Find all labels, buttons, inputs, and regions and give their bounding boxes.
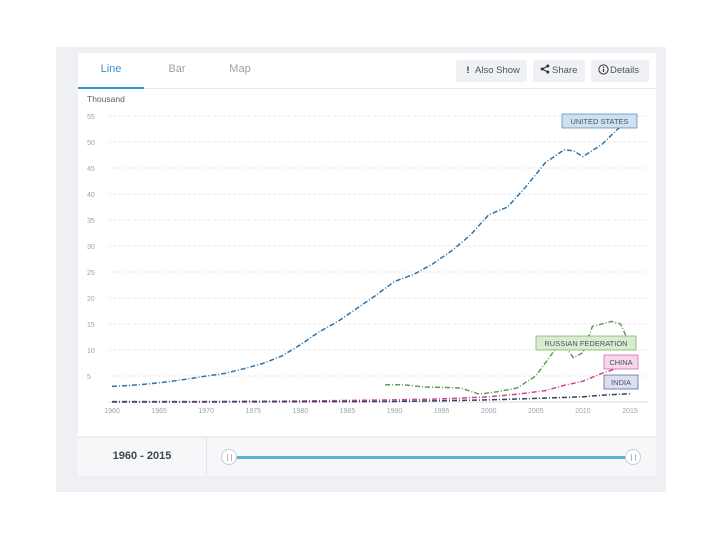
y-tick-label: 50: [87, 140, 95, 147]
share-label: Share: [552, 65, 578, 76]
y-tick-labels: 5 10 15 20 25 30 35 40 45 50 55: [87, 114, 95, 381]
y-tick-label: 40: [87, 192, 95, 199]
series-label-russian-federation: RUSSIAN FEDERATION: [535, 335, 637, 351]
series-label-box: [561, 113, 638, 129]
details-label: Details: [610, 65, 640, 76]
series-labels: UNITED STATES RUSSIAN FEDERATION CHINA INDI…: [535, 113, 639, 390]
series-line-india: [112, 392, 631, 403]
x-tick-label: 2010: [575, 408, 591, 415]
share-button[interactable]: Share: [533, 60, 585, 82]
share-icon: [538, 60, 552, 82]
x-tick-label: 2015: [622, 408, 638, 415]
details-button[interactable]: Details: [591, 60, 649, 82]
y-tick-label: 30: [87, 244, 95, 251]
x-tick-label: 1990: [387, 408, 403, 415]
x-tick-label: 2000: [481, 408, 497, 415]
series-label-united-states: UNITED STATES: [561, 113, 638, 129]
date-range-label: 1960 - 2015: [78, 437, 207, 475]
y-tick-label: 55: [87, 114, 95, 121]
y-tick-label: 25: [87, 270, 95, 277]
series-label-text: RUSSIAN FEDERATION: [544, 339, 627, 348]
tab-line[interactable]: Line: [78, 53, 144, 89]
y-tick-label: 5: [87, 374, 91, 381]
chart-tabs: Line Bar Map: [78, 53, 656, 89]
y-tick-label: 20: [87, 296, 95, 303]
range-slider-track[interactable]: [229, 456, 633, 459]
series-line-united-states: [111, 115, 631, 388]
series-label-india: INDIA: [603, 374, 639, 390]
series-label-box: [535, 335, 637, 351]
x-tick-label: 1970: [198, 408, 214, 415]
y-tick-label: 10: [87, 348, 95, 355]
series-label-box: [603, 374, 639, 390]
series-line-russian-federation: [385, 320, 631, 395]
x-tick-labels: 1960 1965 1970 1975 1980 1985 1990 1995 2000 2005…: [104, 408, 638, 415]
also-show-label: Also Show: [475, 65, 520, 76]
grid-lines: [108, 115, 648, 403]
series-label-box: [603, 354, 639, 370]
series-label-text: UNITED STATES: [570, 117, 628, 126]
tab-map[interactable]: Map: [229, 63, 251, 75]
y-tick-label: 15: [87, 322, 95, 329]
range-end-handle[interactable]: [625, 449, 641, 465]
tab-bar[interactable]: Bar: [168, 63, 186, 75]
grip-icon: [227, 454, 232, 461]
y-axis-unit-label: Thousand: [87, 94, 125, 104]
also-show-button[interactable]: ! Also Show: [456, 60, 527, 82]
x-tick-label: 1985: [340, 408, 356, 415]
exclamation-icon: !: [466, 65, 470, 76]
series-label-china: CHINA: [603, 354, 639, 370]
series-line-china: [112, 362, 631, 403]
y-tick-label: 35: [87, 218, 95, 225]
series-label-text: INDIA: [611, 378, 631, 387]
grip-icon: [631, 454, 636, 461]
x-tick-label: 1975: [245, 408, 261, 415]
range-start-handle[interactable]: [221, 449, 237, 465]
chart-card: [78, 53, 656, 436]
x-tick-label: 1995: [434, 408, 450, 415]
x-tick-label: 1965: [151, 408, 167, 415]
x-tick-label: 1960: [104, 408, 120, 415]
info-icon: [596, 60, 610, 82]
series-lines: [111, 115, 631, 403]
x-tick-label: 1980: [293, 408, 309, 415]
x-tick-label: 2005: [528, 408, 544, 415]
series-label-text: CHINA: [609, 358, 632, 367]
y-tick-label: 45: [87, 166, 95, 173]
